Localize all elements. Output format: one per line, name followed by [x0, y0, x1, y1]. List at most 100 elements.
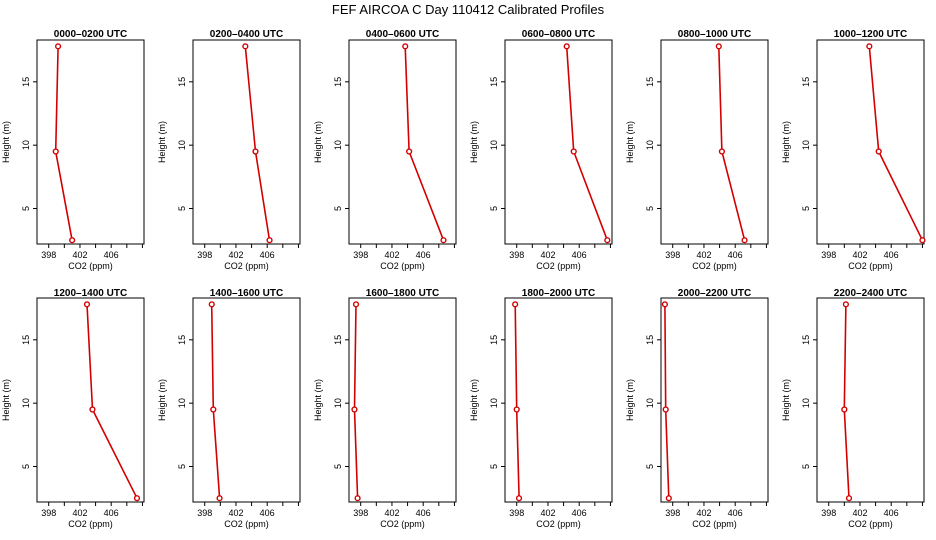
plot-frame [36, 39, 145, 245]
x-axis-label: CO2 (ppm) [692, 519, 737, 529]
data-point [512, 301, 519, 308]
data-point [741, 237, 748, 244]
x-tick-label: 398 [665, 508, 680, 518]
plot-frame [36, 297, 145, 503]
data-point [513, 406, 520, 413]
y-axis-label: Height (m) [157, 379, 167, 421]
x-tick-label: 402 [384, 508, 399, 518]
panel-title: 2000–2200 UTC [678, 288, 751, 299]
x-tick-label: 406 [884, 250, 899, 260]
profile-panel: 1600–1800 UTC 398 402 406 5 10 15 CO2 (ppm) Heig… [313, 288, 457, 529]
x-tick-label: 402 [696, 250, 711, 260]
x-axis-label: CO2 (ppm) [380, 519, 425, 529]
plot-frame [660, 297, 769, 503]
y-tick-label: 5 [21, 206, 31, 211]
data-point [133, 495, 141, 502]
profile-panel: 2200–2400 UTC 398 402 406 5 10 15 CO2 (ppm) Heig… [781, 288, 925, 529]
y-axis-label: Height (m) [781, 121, 791, 163]
x-tick-label: 402 [72, 508, 87, 518]
x-tick-label: 406 [572, 508, 587, 518]
data-point [662, 406, 669, 413]
profile-line [404, 46, 445, 241]
x-tick-label: 402 [228, 250, 243, 260]
y-tick-label: 10 [801, 140, 811, 150]
y-tick-label: 10 [21, 398, 31, 408]
x-tick-label: 398 [41, 250, 56, 260]
x-tick-label: 398 [41, 508, 56, 518]
profile-panel: 2000–2200 UTC 398 402 406 5 10 15 CO2 (ppm) Heig… [625, 288, 769, 529]
x-axis-label: CO2 (ppm) [68, 519, 113, 529]
data-point [266, 237, 273, 244]
x-tick-label: 406 [104, 508, 119, 518]
data-point [515, 495, 523, 502]
x-tick-label: 398 [509, 508, 524, 518]
plot-frame [348, 297, 457, 503]
data-point [242, 43, 249, 50]
profile-panel: 1000–1200 UTC 398 402 406 5 10 15 CO2 (ppm) Heig… [781, 29, 926, 271]
y-axis-label: Height (m) [1, 121, 11, 163]
plot-frame [348, 39, 457, 245]
data-point [83, 301, 91, 308]
y-tick-label: 5 [333, 206, 343, 211]
plot-frame [192, 297, 301, 503]
y-tick-label: 15 [489, 77, 499, 87]
y-tick-label: 10 [489, 140, 499, 150]
data-point [875, 148, 882, 155]
x-tick-label: 406 [416, 250, 431, 260]
y-axis-label: Height (m) [1, 379, 11, 421]
x-axis-label: CO2 (ppm) [692, 261, 737, 271]
data-point [354, 495, 361, 502]
panel-title: 0800–1000 UTC [678, 29, 751, 40]
y-axis-label: Height (m) [625, 379, 635, 421]
x-tick-label: 402 [540, 250, 555, 260]
data-point [842, 301, 849, 308]
y-tick-label: 15 [645, 77, 655, 87]
y-tick-label: 15 [21, 335, 31, 345]
profile-line [868, 46, 924, 241]
profile-panel: 1800–2000 UTC 398 402 406 5 10 15 CO2 (ppm) Heig… [469, 288, 613, 529]
y-tick-label: 15 [333, 335, 343, 345]
data-point [570, 148, 577, 155]
profile-line [54, 46, 73, 241]
x-axis-label: CO2 (ppm) [224, 261, 269, 271]
x-tick-label: 402 [384, 250, 399, 260]
y-axis-label: Height (m) [781, 379, 791, 421]
x-tick-label: 398 [353, 250, 368, 260]
data-point [89, 406, 96, 413]
y-axis-label: Height (m) [313, 121, 323, 163]
x-axis-label: CO2 (ppm) [536, 519, 581, 529]
data-point [604, 237, 611, 244]
profile-panel: 0000–0200 UTC 398 402 406 5 10 15 CO2 (ppm) Heig… [1, 29, 145, 271]
x-tick-label: 406 [884, 508, 899, 518]
y-tick-label: 10 [333, 398, 343, 408]
y-tick-label: 15 [489, 335, 499, 345]
profile-panel: 0800–1000 UTC 398 402 406 5 10 15 CO2 (ppm) Heig… [625, 29, 769, 271]
x-axis-label: CO2 (ppm) [848, 261, 893, 271]
x-axis-label: CO2 (ppm) [68, 261, 113, 271]
y-axis-label: Height (m) [157, 121, 167, 163]
x-tick-label: 406 [416, 508, 431, 518]
plot-frame [504, 297, 613, 503]
data-point [252, 148, 259, 155]
y-tick-label: 5 [333, 464, 343, 469]
plot-frame [504, 39, 613, 245]
plot-frame [192, 39, 301, 245]
data-point [715, 43, 722, 50]
y-tick-label: 10 [645, 398, 655, 408]
x-tick-label: 398 [821, 250, 836, 260]
y-axis-label: Height (m) [469, 379, 479, 421]
x-tick-label: 406 [104, 250, 119, 260]
data-point [352, 301, 360, 308]
data-point [919, 237, 926, 244]
y-tick-label: 10 [21, 140, 31, 150]
data-point [351, 406, 358, 413]
x-tick-label: 402 [72, 250, 87, 260]
y-tick-label: 10 [645, 140, 655, 150]
y-tick-label: 15 [177, 335, 187, 345]
data-point [661, 301, 669, 308]
data-point [402, 43, 409, 50]
profile-panel: 0400–0600 UTC 398 402 406 5 10 15 CO2 (ppm) Heig… [313, 29, 457, 271]
x-tick-label: 402 [540, 508, 555, 518]
